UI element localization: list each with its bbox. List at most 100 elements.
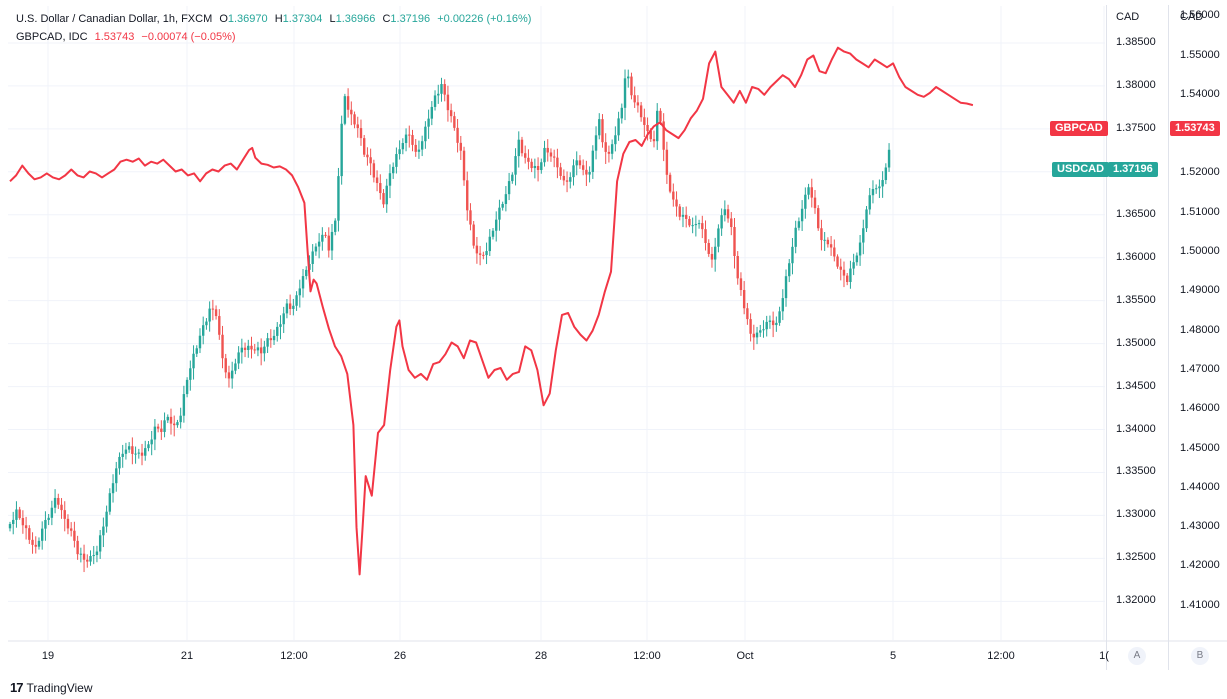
right-tick-label: 1.47000 bbox=[1180, 362, 1220, 375]
left-tick-label: 1.33500 bbox=[1116, 465, 1156, 478]
candle-body bbox=[144, 448, 147, 456]
left-tick-label: 1.36500 bbox=[1116, 207, 1156, 220]
candle-body bbox=[305, 269, 308, 277]
left-tick-label: 1.32000 bbox=[1116, 594, 1156, 607]
candle-body bbox=[234, 363, 237, 371]
tradingview-brand[interactable]: 17 TradingView bbox=[10, 680, 93, 695]
candle-body bbox=[285, 303, 289, 314]
candle-body bbox=[92, 555, 95, 557]
time-tick-label: 26 bbox=[393, 650, 407, 662]
candle-body bbox=[755, 332, 759, 338]
candle-body bbox=[111, 483, 115, 494]
right-tick-label: 1.54000 bbox=[1180, 87, 1220, 100]
right-axis-title: CAD bbox=[1180, 11, 1204, 23]
candle-body bbox=[482, 254, 485, 256]
candle-body bbox=[359, 128, 363, 139]
candle-body bbox=[524, 153, 527, 158]
candle-body bbox=[498, 207, 501, 220]
candle-body bbox=[398, 149, 401, 155]
candle-body bbox=[788, 263, 791, 277]
candle-body bbox=[218, 316, 221, 335]
candle-body bbox=[102, 526, 105, 536]
candle-body bbox=[379, 183, 382, 194]
candle-body bbox=[89, 556, 92, 562]
candle-body bbox=[456, 127, 459, 143]
candle-body bbox=[842, 269, 846, 276]
candle-body bbox=[108, 493, 112, 512]
candle-body bbox=[713, 246, 717, 260]
candle-body bbox=[408, 134, 411, 136]
candle-body bbox=[214, 309, 218, 317]
candle-body bbox=[771, 320, 775, 326]
candle-body bbox=[887, 149, 891, 168]
candle-body bbox=[69, 528, 73, 531]
candle-body bbox=[678, 206, 681, 217]
candle-body bbox=[272, 335, 276, 341]
candle-body bbox=[662, 121, 665, 150]
auto-scale-a-button[interactable]: A bbox=[1128, 647, 1146, 665]
candle-body bbox=[871, 188, 875, 196]
candle-body bbox=[18, 509, 21, 519]
candle-body bbox=[813, 197, 817, 209]
usdcad-candles bbox=[8, 69, 891, 573]
candle-body bbox=[807, 187, 810, 195]
candle-body bbox=[404, 134, 408, 144]
candle-body bbox=[520, 139, 524, 154]
candle-body bbox=[301, 276, 305, 289]
left-tick-label: 1.35000 bbox=[1116, 336, 1156, 349]
candle-body bbox=[334, 220, 337, 232]
main-series-legend: U.S. Dollar / Canadian Dollar, 1h, FXCM … bbox=[16, 12, 535, 26]
candle-body bbox=[601, 119, 604, 143]
candle-body bbox=[279, 324, 282, 327]
candle-body bbox=[759, 330, 762, 333]
candle-body bbox=[723, 209, 727, 216]
candle-body bbox=[839, 266, 842, 270]
candle-body bbox=[208, 308, 211, 322]
candle-body bbox=[704, 229, 707, 244]
right-tick-label: 1.52000 bbox=[1180, 166, 1220, 179]
candle-body bbox=[627, 76, 630, 79]
candle-body bbox=[140, 452, 144, 456]
candle-body bbox=[118, 456, 121, 469]
auto-scale-b-button[interactable]: B bbox=[1191, 647, 1209, 665]
candle-body bbox=[195, 348, 198, 354]
candle-body bbox=[369, 157, 372, 164]
candle-body bbox=[330, 231, 334, 251]
candle-body bbox=[31, 539, 34, 545]
compare-symbol[interactable]: GBPCAD, IDC bbox=[16, 31, 88, 43]
candle-body bbox=[205, 321, 208, 326]
compare-change: −0.00074 (−0.05%) bbox=[141, 31, 236, 43]
candle-body bbox=[469, 210, 472, 225]
candle-body bbox=[311, 251, 314, 264]
candle-body bbox=[791, 246, 794, 264]
right-tick-label: 1.44000 bbox=[1180, 480, 1220, 493]
left-axis-title: CAD bbox=[1116, 11, 1140, 23]
candle-body bbox=[250, 345, 253, 350]
candle-body bbox=[675, 199, 678, 207]
candle-body bbox=[298, 288, 301, 296]
candle-body bbox=[198, 335, 202, 349]
candle-body bbox=[804, 194, 807, 209]
time-tick-label: 28 bbox=[534, 650, 548, 662]
candle-body bbox=[295, 295, 298, 306]
main-symbol[interactable]: U.S. Dollar / Canadian Dollar, 1h, FXCM bbox=[16, 13, 213, 25]
candle-body bbox=[185, 379, 189, 395]
candle-body bbox=[849, 268, 852, 282]
candle-body bbox=[668, 174, 672, 192]
right-tick-label: 1.49000 bbox=[1180, 284, 1220, 297]
candle-body bbox=[646, 124, 649, 132]
candle-body bbox=[37, 540, 41, 547]
candle-body bbox=[115, 468, 118, 484]
candle-body bbox=[775, 322, 778, 326]
low-value: 1.36966 bbox=[335, 13, 376, 25]
candle-body bbox=[472, 224, 475, 246]
time-tick-label: 5 bbox=[889, 650, 897, 662]
candle-body bbox=[562, 175, 566, 181]
candle-body bbox=[633, 95, 636, 103]
candle-body bbox=[533, 166, 537, 169]
candle-body bbox=[697, 223, 701, 225]
candle-body bbox=[610, 144, 614, 154]
candle-body bbox=[559, 167, 562, 176]
candle-body bbox=[556, 157, 559, 168]
